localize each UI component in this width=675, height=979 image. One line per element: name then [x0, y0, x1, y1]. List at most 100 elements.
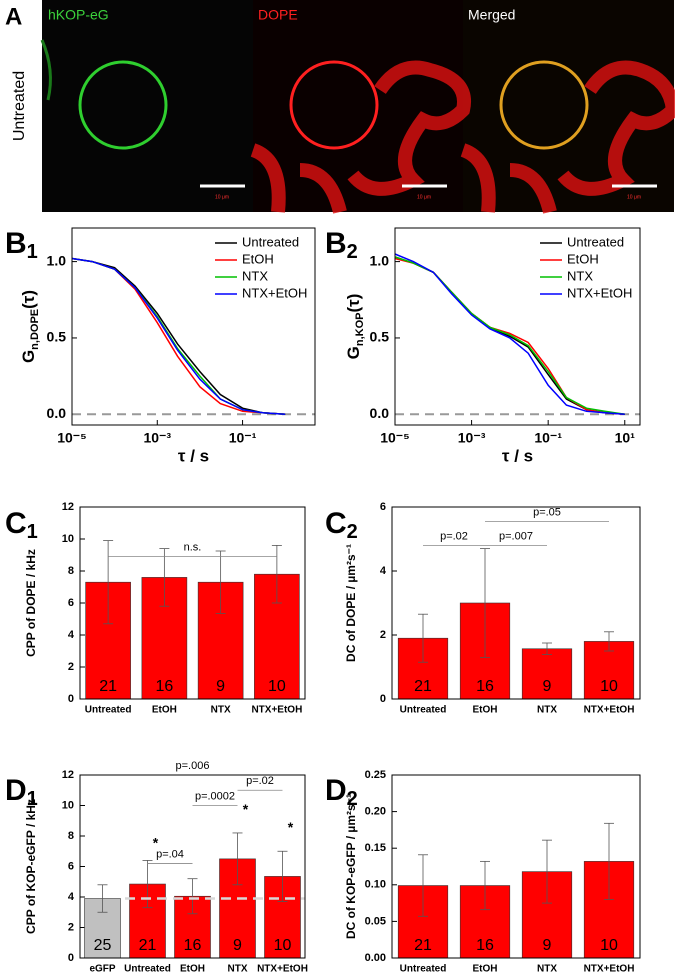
y-tick-label: 0.00 [365, 952, 386, 964]
x-tick-label: EtOH [473, 705, 498, 716]
x-tick-label: eGFP [89, 964, 115, 975]
x-tick-label: NTX [537, 705, 557, 716]
y-axis-label-part: (τ) [19, 290, 38, 309]
y-tick-label: 6 [380, 501, 386, 513]
y-tick-label: 1.0 [370, 252, 390, 268]
plot-frame [394, 227, 641, 426]
y-tick-label: 1.0 [47, 252, 67, 268]
y-tick-label: 12 [62, 501, 74, 513]
plot-frame [79, 774, 306, 959]
x-tick-label: EtOH [180, 964, 205, 975]
significance-label: p=.02 [246, 775, 274, 787]
panel-label: C1 [5, 507, 38, 543]
x-tick-label: NTX [228, 964, 248, 975]
panel-label-index: 2 [347, 241, 358, 263]
y-axis-label-part: G [344, 346, 363, 359]
panel-label: C2 [325, 507, 358, 543]
y-axis-label: DC of DOPE / µm²s⁻¹ [344, 544, 358, 662]
panel-label: B2 [325, 227, 358, 263]
y-axis-label-part: n,DOPE [29, 309, 41, 350]
count-label: 10 [268, 678, 286, 695]
x-tick-label: 10⁻¹ [534, 430, 562, 446]
x-axis-label: τ / s [502, 446, 533, 465]
row-label: Untreated [11, 71, 28, 141]
y-tick-label: 0.05 [365, 915, 386, 927]
y-tick-label: 0.5 [47, 329, 67, 345]
panel-label-index: 1 [27, 788, 38, 810]
count-label: 10 [600, 678, 618, 695]
y-tick-label: 8 [68, 830, 74, 842]
count-label: 21 [99, 678, 117, 695]
count-label: 21 [414, 678, 432, 695]
panel-label: A [5, 3, 22, 30]
significance-label: p=.006 [176, 760, 210, 772]
significance-label: p=.0002 [195, 790, 235, 802]
panel-label: D2 [325, 774, 358, 810]
count-label: 16 [476, 678, 494, 695]
panel-label-index: 2 [347, 521, 358, 543]
scale-bar-label: 10 μm [417, 194, 431, 200]
legend-label: EtOH [242, 251, 274, 266]
y-tick-label: 0.0 [370, 405, 390, 421]
significance-label: p=.04 [156, 848, 184, 860]
plot-frame [79, 506, 306, 700]
y-axis-label: CPP of DOPE / kHz [24, 549, 38, 657]
legend-label: NTX [567, 268, 593, 283]
y-axis-label: CPP of KOP-eGFP / kHz [24, 799, 38, 934]
panel-label-letter: B [325, 227, 347, 260]
y-tick-label: 10 [62, 533, 74, 545]
x-tick-label: NTX+EtOH [584, 705, 635, 716]
y-tick-label: 8 [68, 565, 74, 577]
x-tick-label: Untreated [400, 964, 447, 975]
plot-frame [71, 227, 316, 426]
significance-label: p=.02 [440, 530, 468, 542]
plot-frame [391, 774, 641, 959]
x-tick-label: Untreated [85, 705, 132, 716]
x-tick-label: 10¹ [615, 430, 636, 446]
significance-marker: * [243, 801, 249, 817]
x-tick-label: EtOH [152, 705, 177, 716]
y-tick-label: 12 [62, 769, 74, 781]
channel-label: DOPE [258, 7, 298, 23]
y-axis-label-part: G [19, 350, 38, 363]
count-label: 21 [414, 937, 432, 954]
x-tick-label: NTX+EtOH [257, 964, 308, 975]
significance-label: n.s. [184, 542, 202, 554]
micrographs [40, 0, 675, 214]
x-axis-label: τ / s [178, 446, 209, 465]
panel-label-index: 1 [27, 521, 38, 543]
y-tick-label: 2 [380, 629, 386, 641]
count-label: 9 [543, 937, 552, 954]
y-tick-label: 6 [68, 597, 74, 609]
count-label: 16 [476, 937, 494, 954]
scale-bar-label: 10 μm [215, 194, 229, 200]
x-tick-label: 10⁻⁵ [57, 430, 87, 446]
significance-label: p=.05 [533, 506, 561, 518]
legend-label: Untreated [567, 234, 624, 249]
y-axis-label-part: n,KOP [354, 313, 366, 347]
y-tick-label: 0.5 [370, 329, 390, 345]
y-tick-label: 0.25 [365, 769, 386, 781]
data-line [394, 253, 625, 416]
plot-frame [391, 506, 641, 700]
x-tick-label: NTX [211, 705, 231, 716]
x-tick-label: 10⁻³ [458, 430, 486, 446]
y-tick-label: 0 [68, 693, 74, 705]
significance-marker: * [153, 834, 159, 850]
legend-label: NTX+EtOH [567, 285, 632, 300]
x-tick-label: Untreated [400, 705, 447, 716]
panel-label-letter: B [5, 227, 27, 260]
x-tick-label: EtOH [473, 964, 498, 975]
y-tick-label: 4 [68, 629, 75, 641]
count-label: 10 [274, 937, 292, 954]
data-line [71, 257, 286, 416]
panel-label-index: 1 [27, 241, 38, 263]
legend-label: Untreated [242, 234, 299, 249]
y-tick-label: 0.20 [365, 806, 386, 818]
x-tick-label: 10⁻³ [143, 430, 171, 446]
panel-label: D1 [5, 774, 38, 810]
count-label: 9 [216, 678, 225, 695]
count-label: 21 [139, 937, 157, 954]
y-tick-label: 0.0 [47, 405, 67, 421]
